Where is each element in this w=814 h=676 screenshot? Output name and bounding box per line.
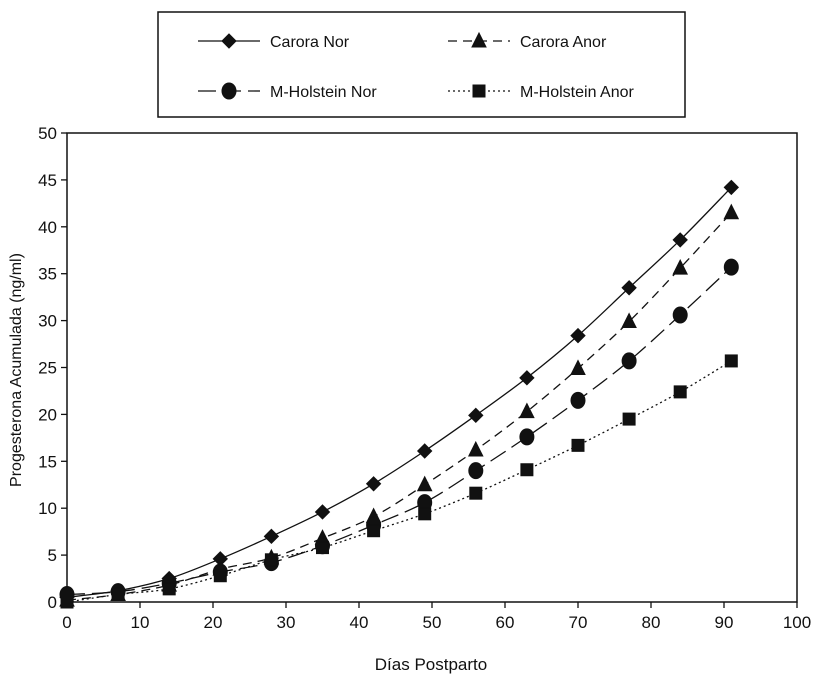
- y-axis-label: Progesterona Acumulada (ng/ml): [8, 253, 25, 487]
- series-line-m-holstein-nor: [66, 266, 732, 596]
- x-tick-label: 20: [204, 613, 223, 632]
- data-point-m-holstein-anor: [418, 507, 432, 521]
- data-point-carora-anor: [672, 258, 689, 275]
- data-point-carora-nor: [519, 370, 535, 386]
- data-point-m-holstein-anor: [111, 587, 125, 601]
- y-tick-label: 15: [38, 452, 57, 471]
- y-tick-label: 30: [38, 312, 57, 331]
- data-point-m-holstein-nor: [621, 352, 637, 370]
- y-tick-label: 35: [38, 265, 57, 284]
- data-point-m-holstein-anor: [469, 486, 483, 500]
- data-point-carora-nor: [621, 280, 637, 296]
- data-point-carora-anor: [519, 402, 535, 419]
- data-point-m-holstein-anor: [162, 582, 176, 596]
- x-axis: 0 10 20 30 40 50 60 70 80 90 100: [62, 602, 811, 632]
- x-tick-label: 100: [783, 613, 811, 632]
- legend-label-carora-nor: Carora Nor: [270, 34, 350, 51]
- y-tick-label: 10: [38, 499, 57, 518]
- legend-label-m-holstein-nor: M-Holstein Nor: [270, 84, 377, 101]
- legend-label-carora-anor: Carora Anor: [520, 34, 607, 51]
- data-point-m-holstein-anor: [316, 541, 329, 555]
- data-point-m-holstein-anor: [673, 385, 687, 399]
- series-line-carora-anor: [66, 212, 732, 601]
- x-tick-label: 90: [715, 613, 734, 632]
- data-point-carora-nor: [365, 476, 382, 492]
- y-axis: 0 5 10 15 20 25 30 35 40 45 50: [38, 124, 67, 612]
- y-tick-label: 40: [38, 218, 57, 237]
- y-tick-label: 0: [48, 593, 57, 612]
- data-point-m-holstein-anor: [264, 553, 278, 567]
- legend-marker-carora-nor: [221, 33, 237, 49]
- y-tick-label: 50: [38, 124, 57, 143]
- series-line-carora-nor: [66, 186, 732, 598]
- data-point-carora-nor: [263, 528, 280, 545]
- data-point-m-holstein-nor: [723, 258, 739, 276]
- x-axis-label: Días Postparto: [375, 655, 487, 674]
- legend-marker-m-holstein-anor: [472, 84, 486, 98]
- data-point-carora-anor: [621, 312, 637, 329]
- data-point-m-holstein-anor: [520, 463, 534, 477]
- data-point-carora-nor: [314, 504, 331, 520]
- y-tick-label: 45: [38, 171, 57, 190]
- data-point-carora-anor: [467, 440, 484, 457]
- data-point-m-holstein-anor: [60, 595, 74, 609]
- data-point-carora-anor: [723, 203, 740, 220]
- data-point-carora-anor: [570, 359, 586, 375]
- data-point-m-holstein-anor: [571, 438, 585, 452]
- x-tick-label: 30: [277, 613, 296, 632]
- data-point-carora-nor: [416, 443, 433, 459]
- data-point-m-holstein-anor: [724, 354, 738, 368]
- x-tick-label: 70: [569, 613, 588, 632]
- y-tick-label: 5: [48, 546, 57, 565]
- data-point-carora-nor: [570, 327, 586, 344]
- x-tick-label: 50: [423, 613, 442, 632]
- data-point-m-holstein-anor: [622, 412, 636, 426]
- data-point-carora-anor: [416, 475, 433, 492]
- data-point-m-holstein-nor: [519, 428, 535, 446]
- x-tick-label: 40: [350, 613, 369, 632]
- x-tick-label: 60: [496, 613, 515, 632]
- data-point-m-holstein-nor: [672, 306, 688, 324]
- y-tick-label: 25: [38, 359, 57, 378]
- series-line-m-holstein-anor: [66, 360, 732, 603]
- legend-marker-m-holstein-nor: [221, 82, 237, 100]
- data-point-carora-nor: [723, 179, 740, 196]
- data-point-carora-nor: [672, 232, 688, 248]
- data-point-m-holstein-nor: [468, 462, 484, 480]
- y-tick-label: 20: [38, 405, 57, 424]
- plot-area: [66, 132, 798, 603]
- data-point-m-holstein-nor: [570, 391, 586, 409]
- x-tick-label: 0: [62, 613, 71, 632]
- x-tick-label: 80: [642, 613, 661, 632]
- data-point-m-holstein-anor: [213, 569, 227, 583]
- x-tick-label: 10: [131, 613, 150, 632]
- legend-box: [157, 11, 686, 118]
- data-point-carora-nor: [468, 407, 484, 424]
- legend: Carora Nor Carora Anor M-Holstein Nor M-Hol…: [157, 11, 686, 118]
- legend-marker-carora-anor: [471, 31, 487, 48]
- data-point-m-holstein-anor: [367, 524, 381, 538]
- legend-label-m-holstein-anor: M-Holstein Anor: [520, 84, 634, 101]
